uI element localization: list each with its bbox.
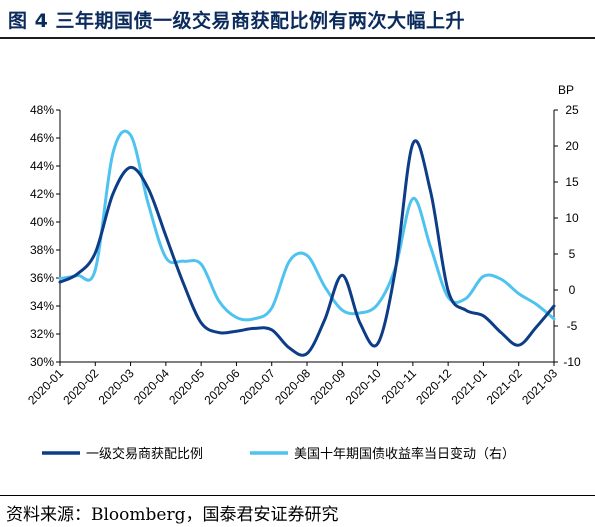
left-tick-label: 38% <box>30 243 54 257</box>
right-tick-label: 5 <box>569 247 576 261</box>
right-tick-label: 10 <box>565 211 579 225</box>
x-tick-label: 2021-02 <box>484 366 525 407</box>
left-tick-label: 42% <box>30 187 54 201</box>
left-tick-label: 30% <box>30 355 54 369</box>
chart-series <box>58 129 556 357</box>
x-tick-label: 2020-03 <box>96 366 137 407</box>
figure-title: 图 4 三年期国债一级交易商获配比例有两次大幅上升 <box>8 10 465 32</box>
right-tick-label: 15 <box>565 175 579 189</box>
right-axis-unit: BP <box>558 83 574 97</box>
left-tick-label: 44% <box>30 159 54 173</box>
series-line-ust10y-change <box>58 129 556 322</box>
x-tick-label: 2020-11 <box>379 366 420 407</box>
series-line-allocation-ratio <box>58 139 556 357</box>
x-tick-label: 2020-04 <box>131 366 172 407</box>
x-tick-label: 2020-12 <box>413 366 454 407</box>
legend-label-series2: 美国十年期国债收益率当日变动（右） <box>294 446 515 462</box>
title-rule <box>0 37 595 39</box>
left-tick-label: 34% <box>30 299 54 313</box>
right-tick-label: -10 <box>563 355 581 369</box>
x-tick-label: 2020-08 <box>272 366 313 407</box>
x-tick-label: 2020-01 <box>25 366 66 407</box>
x-tick-label: 2020-06 <box>202 366 243 407</box>
left-tick-label: 46% <box>30 131 54 145</box>
x-tick-label: 2021-01 <box>449 366 490 407</box>
x-tick-label: 2020-07 <box>237 366 278 407</box>
left-tick-label: 36% <box>30 271 54 285</box>
legend-label-series1: 一级交易商获配比例 <box>86 446 203 462</box>
x-tick-label: 2020-09 <box>307 366 348 407</box>
right-tick-label: -5 <box>567 319 578 333</box>
right-tick-label: 20 <box>565 139 579 153</box>
x-tick-label: 2020-02 <box>60 366 101 407</box>
chart: 48% 46% 44% 42% 40% 38% 36% 34% 32% 30% 25 20 15 10 5 0… <box>25 83 581 462</box>
right-tick-label: 0 <box>569 283 576 297</box>
chart-axes: 48% 46% 44% 42% 40% 38% 36% 34% 32% 30% 25 20 15 10 5 0… <box>25 83 581 407</box>
left-tick-label: 40% <box>30 215 54 229</box>
right-tick-label: 25 <box>565 103 579 117</box>
source-note: 资料来源：Bloomberg，国泰君安证券研究 <box>6 505 339 525</box>
chart-legend: 一级交易商获配比例 美国十年期国债收益率当日变动（右） <box>42 446 515 462</box>
left-tick-label: 48% <box>30 103 54 117</box>
x-tick-label: 2020-10 <box>343 366 384 407</box>
x-tick-label: 2021-03 <box>519 366 560 407</box>
source-rule <box>0 495 595 496</box>
left-tick-label: 32% <box>30 327 54 341</box>
x-tick-label: 2020-05 <box>166 366 207 407</box>
